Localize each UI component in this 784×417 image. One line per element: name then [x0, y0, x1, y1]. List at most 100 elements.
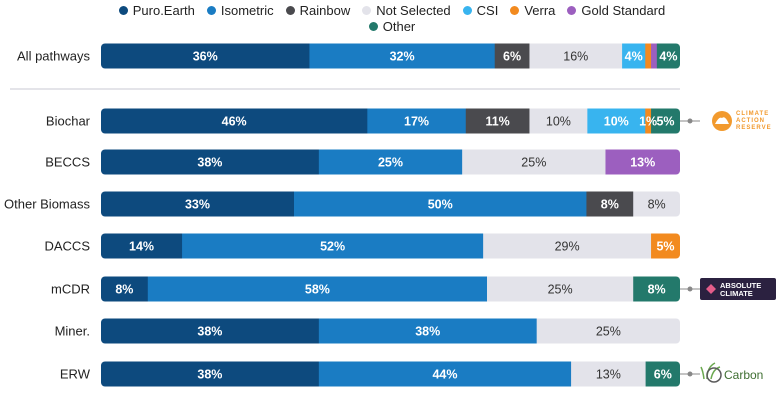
grass-leaf-icon: [700, 362, 721, 380]
data-label-erw-puro-earth: 38%: [197, 368, 222, 382]
legend-item-other: Other: [368, 18, 416, 34]
bar-segment-all-pathways-csi: [622, 43, 646, 69]
bar-row-all-pathways: [101, 43, 680, 69]
bar-segment-other-biomass-not-selected: [633, 191, 680, 217]
bar-segment-biochar-not-selected: [529, 108, 588, 134]
category-label-all-pathways: All pathways: [17, 49, 90, 64]
legend-dot: [567, 5, 577, 15]
bar-segment-other-biomass-isometric: [294, 191, 587, 217]
data-label-biochar-csi: 10%: [604, 115, 629, 129]
bar-segment-daccs-not-selected: [483, 233, 652, 259]
data-label-other-biomass-not-selected: 8%: [648, 198, 666, 212]
bar-segment-mcdr-other: [633, 276, 680, 302]
bison-icon: [715, 117, 729, 124]
legend-item-rainbow: Rainbow: [285, 2, 351, 18]
data-label-erw-isometric: 44%: [432, 368, 457, 382]
data-label-mcdr-isometric: 58%: [305, 283, 330, 297]
data-label-mcdr-not-selected: 25%: [548, 283, 573, 297]
bar-segment-mcdr-not-selected: [487, 276, 634, 302]
legend-label: Not Selected: [376, 2, 451, 18]
bar-segment-all-pathways-gold-standard: [651, 43, 658, 69]
bar-row-miner: [101, 318, 680, 344]
data-label-beccs-not-selected: 25%: [521, 156, 546, 170]
bar-segment-biochar-csi: [587, 108, 646, 134]
bar-segment-erw-puro-earth: [101, 361, 320, 387]
bar-segment-biochar-puro-earth: [101, 108, 368, 134]
legend-dot: [368, 21, 378, 31]
data-label-beccs-isometric: 25%: [378, 156, 403, 170]
legend-label: Verra: [524, 2, 556, 18]
data-label-all-pathways-isometric: 32%: [390, 50, 415, 64]
bar-segment-erw-other: [645, 361, 680, 387]
data-label-daccs-verra: 5%: [656, 240, 674, 254]
legend-dot: [206, 5, 216, 15]
bar-segment-all-pathways-puro-earth: [101, 43, 310, 69]
data-label-daccs-puro-earth: 14%: [129, 240, 154, 254]
bar-segment-all-pathways-verra: [645, 43, 652, 69]
bar-segment-miner-not-selected: [536, 318, 680, 344]
callout-dot-biochar: [687, 118, 693, 124]
bar-segment-all-pathways-isometric: [309, 43, 496, 69]
data-label-other-biomass-rainbow: 8%: [601, 198, 619, 212]
data-label-biochar-puro-earth: 46%: [222, 115, 247, 129]
data-label-other-biomass-isometric: 50%: [428, 198, 453, 212]
category-label-daccs: DACCS: [44, 239, 90, 254]
bar-segment-erw-not-selected: [571, 361, 647, 387]
absolute-climate-badge: [700, 278, 776, 300]
bar-segment-erw-isometric: [318, 361, 572, 387]
bar-segment-beccs-isometric: [318, 149, 463, 175]
bar-segment-mcdr-puro-earth: [101, 276, 149, 302]
data-label-biochar-rainbow: 11%: [485, 115, 509, 129]
bar-row-biochar: [101, 108, 680, 134]
data-label-erw-other: 6%: [654, 368, 672, 382]
bar-segment-beccs-gold-standard: [605, 149, 680, 175]
bcarbon-b-icon: [706, 367, 722, 383]
data-label-daccs-isometric: 52%: [320, 240, 345, 254]
category-label-beccs: BECCS: [45, 155, 90, 170]
callout-dot-mcdr: [687, 286, 693, 292]
data-label-mcdr-other: 8%: [648, 283, 666, 297]
data-label-mcdr-puro-earth: 8%: [115, 283, 133, 297]
legend-dot: [362, 5, 372, 15]
data-label-all-pathways-csi: 4%: [625, 50, 643, 64]
legend-label: Other: [382, 18, 416, 34]
bar-segment-beccs-puro-earth: [101, 149, 320, 175]
absolute-climate-diamond-icon: [706, 284, 716, 294]
bar-segment-beccs-not-selected: [462, 149, 606, 175]
data-label-other-biomass-puro-earth: 33%: [185, 198, 210, 212]
legend-label: Isometric: [220, 2, 274, 18]
callout-logo-text-mcdr: CLIMATE: [720, 289, 753, 298]
legend-label: Gold Standard: [581, 2, 666, 18]
legend-item-gold-standard: Gold Standard: [567, 3, 665, 18]
legend-label: Rainbow: [299, 2, 351, 18]
data-label-biochar-not-selected: 10%: [546, 115, 571, 129]
category-label-miner: Miner.: [55, 324, 90, 339]
legend-row-2: Other: [0, 18, 784, 34]
legend-item-verra: Verra: [510, 3, 555, 18]
bar-row-daccs: [101, 233, 680, 259]
data-label-beccs-gold-standard: 13%: [630, 156, 655, 170]
bar-segment-biochar-other: [651, 108, 680, 134]
callout-logo-text-biochar: RESERVE: [736, 125, 772, 131]
legend-item-puro-earth: Puro.Earth: [118, 3, 195, 18]
callout-logo-text-biochar: CLIMATE: [736, 111, 769, 117]
bar-segment-other-biomass-rainbow: [586, 191, 634, 217]
bar-row-erw: [101, 361, 680, 387]
data-label-all-pathways-puro-earth: 36%: [193, 50, 218, 64]
bar-row-other-biomass: [101, 191, 680, 217]
bar-segment-biochar-isometric: [367, 108, 467, 134]
category-label-other-biomass: Other Biomass: [4, 197, 90, 212]
data-label-all-pathways-other: 4%: [659, 50, 677, 64]
bar-segment-all-pathways-other: [656, 43, 680, 69]
legend-item-isometric: Isometric: [206, 2, 274, 18]
category-label-biochar: Biochar: [46, 114, 91, 129]
data-label-biochar-isometric: 17%: [404, 115, 429, 129]
bar-segment-other-biomass-puro-earth: [101, 191, 295, 217]
bar-segment-daccs-isometric: [182, 233, 484, 259]
callout-dot-erw: [687, 371, 693, 377]
bar-segment-mcdr-isometric: [147, 276, 488, 302]
data-label-all-pathways-rainbow: 6%: [503, 50, 521, 64]
data-label-biochar-other: 5%: [656, 115, 674, 129]
bar-segment-all-pathways-not-selected: [529, 43, 623, 69]
